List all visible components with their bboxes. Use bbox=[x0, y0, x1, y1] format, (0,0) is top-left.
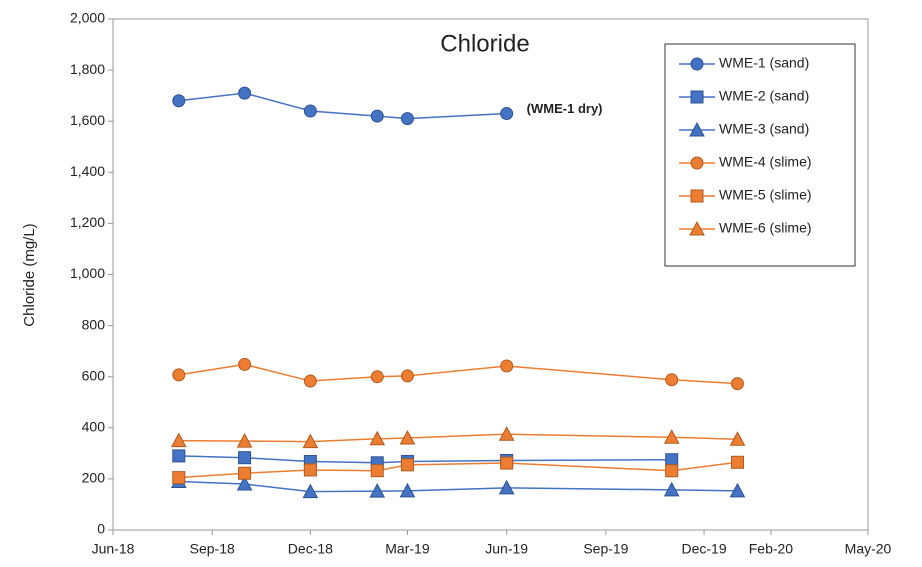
marker bbox=[665, 373, 679, 387]
y-tick-label: 800 bbox=[82, 316, 106, 332]
x-tick-label: Sep-18 bbox=[190, 541, 235, 557]
y-tick-label: 0 bbox=[97, 521, 105, 537]
marker bbox=[690, 90, 704, 104]
y-tick-label: 1,800 bbox=[70, 61, 105, 77]
chart-title: Chloride bbox=[440, 30, 529, 57]
marker bbox=[303, 463, 317, 477]
marker bbox=[238, 86, 252, 100]
marker bbox=[238, 451, 252, 465]
marker bbox=[663, 429, 680, 444]
legend-label: WME-3 (sand) bbox=[719, 121, 809, 137]
marker bbox=[172, 471, 186, 485]
marker bbox=[730, 455, 744, 469]
series-line bbox=[178, 92, 507, 120]
x-tick-label: Sep-19 bbox=[583, 541, 628, 557]
series-line bbox=[178, 480, 738, 493]
legend: WME-1 (sand) WME-2 (sand) WME-3 (sand) WME-… bbox=[664, 43, 856, 267]
marker bbox=[170, 432, 187, 448]
marker bbox=[729, 431, 746, 446]
y-tick-label: 400 bbox=[82, 419, 106, 435]
x-tick-label: Dec-19 bbox=[681, 541, 726, 557]
marker bbox=[172, 368, 186, 382]
x-tick-label: Jun-18 bbox=[92, 541, 135, 557]
marker bbox=[500, 359, 514, 373]
y-tick-label: 1,000 bbox=[70, 265, 105, 281]
series-line bbox=[178, 461, 738, 479]
y-tick-label: 1,400 bbox=[70, 163, 105, 179]
marker bbox=[236, 433, 253, 448]
legend-label: WME-4 (slime) bbox=[719, 154, 812, 170]
marker bbox=[690, 57, 704, 71]
marker bbox=[665, 453, 679, 467]
marker bbox=[370, 464, 384, 478]
marker bbox=[689, 220, 705, 236]
marker bbox=[303, 374, 317, 388]
series-line bbox=[178, 433, 738, 443]
marker bbox=[370, 109, 384, 123]
marker bbox=[665, 464, 679, 478]
marker bbox=[690, 156, 704, 170]
marker bbox=[172, 449, 186, 463]
y-tick-label: 600 bbox=[82, 367, 106, 383]
marker bbox=[369, 483, 386, 498]
marker bbox=[500, 107, 514, 121]
y-tick-label: 1,600 bbox=[70, 112, 105, 128]
marker bbox=[236, 475, 253, 491]
marker bbox=[729, 482, 746, 498]
marker bbox=[369, 430, 386, 446]
marker bbox=[302, 483, 319, 499]
marker bbox=[172, 94, 186, 108]
legend-label: WME-1 (sand) bbox=[719, 55, 809, 71]
marker bbox=[399, 429, 416, 445]
marker bbox=[730, 377, 744, 391]
series-line bbox=[178, 455, 672, 464]
marker bbox=[500, 456, 514, 470]
marker bbox=[498, 479, 515, 495]
x-tick-label: Dec-18 bbox=[288, 541, 333, 557]
marker bbox=[663, 481, 680, 497]
marker bbox=[370, 370, 384, 384]
marker bbox=[400, 112, 414, 126]
legend-label: WME-6 (slime) bbox=[719, 220, 812, 236]
marker bbox=[400, 458, 414, 472]
marker bbox=[498, 426, 515, 441]
marker bbox=[302, 433, 319, 449]
x-tick-label: Feb-20 bbox=[749, 541, 794, 557]
marker bbox=[303, 104, 317, 118]
y-tick-label: 200 bbox=[82, 470, 106, 486]
x-tick-label: Jun-19 bbox=[485, 541, 528, 557]
marker bbox=[238, 357, 252, 371]
legend-label: WME-2 (sand) bbox=[719, 88, 809, 104]
y-tick-label: 1,200 bbox=[70, 214, 105, 230]
x-tick-label: Mar-19 bbox=[385, 541, 430, 557]
legend-label: WME-5 (slime) bbox=[719, 187, 812, 203]
marker bbox=[399, 482, 416, 498]
series-line bbox=[178, 363, 738, 385]
x-tick-label: May-20 bbox=[845, 541, 892, 557]
y-axis-label: Chloride (mg/L) bbox=[21, 223, 38, 326]
marker bbox=[400, 369, 414, 383]
y-tick-label: 2,000 bbox=[70, 10, 105, 26]
annotation: (WME-1 dry) bbox=[527, 101, 603, 116]
marker bbox=[238, 466, 252, 480]
marker bbox=[689, 121, 705, 137]
marker bbox=[690, 189, 704, 203]
